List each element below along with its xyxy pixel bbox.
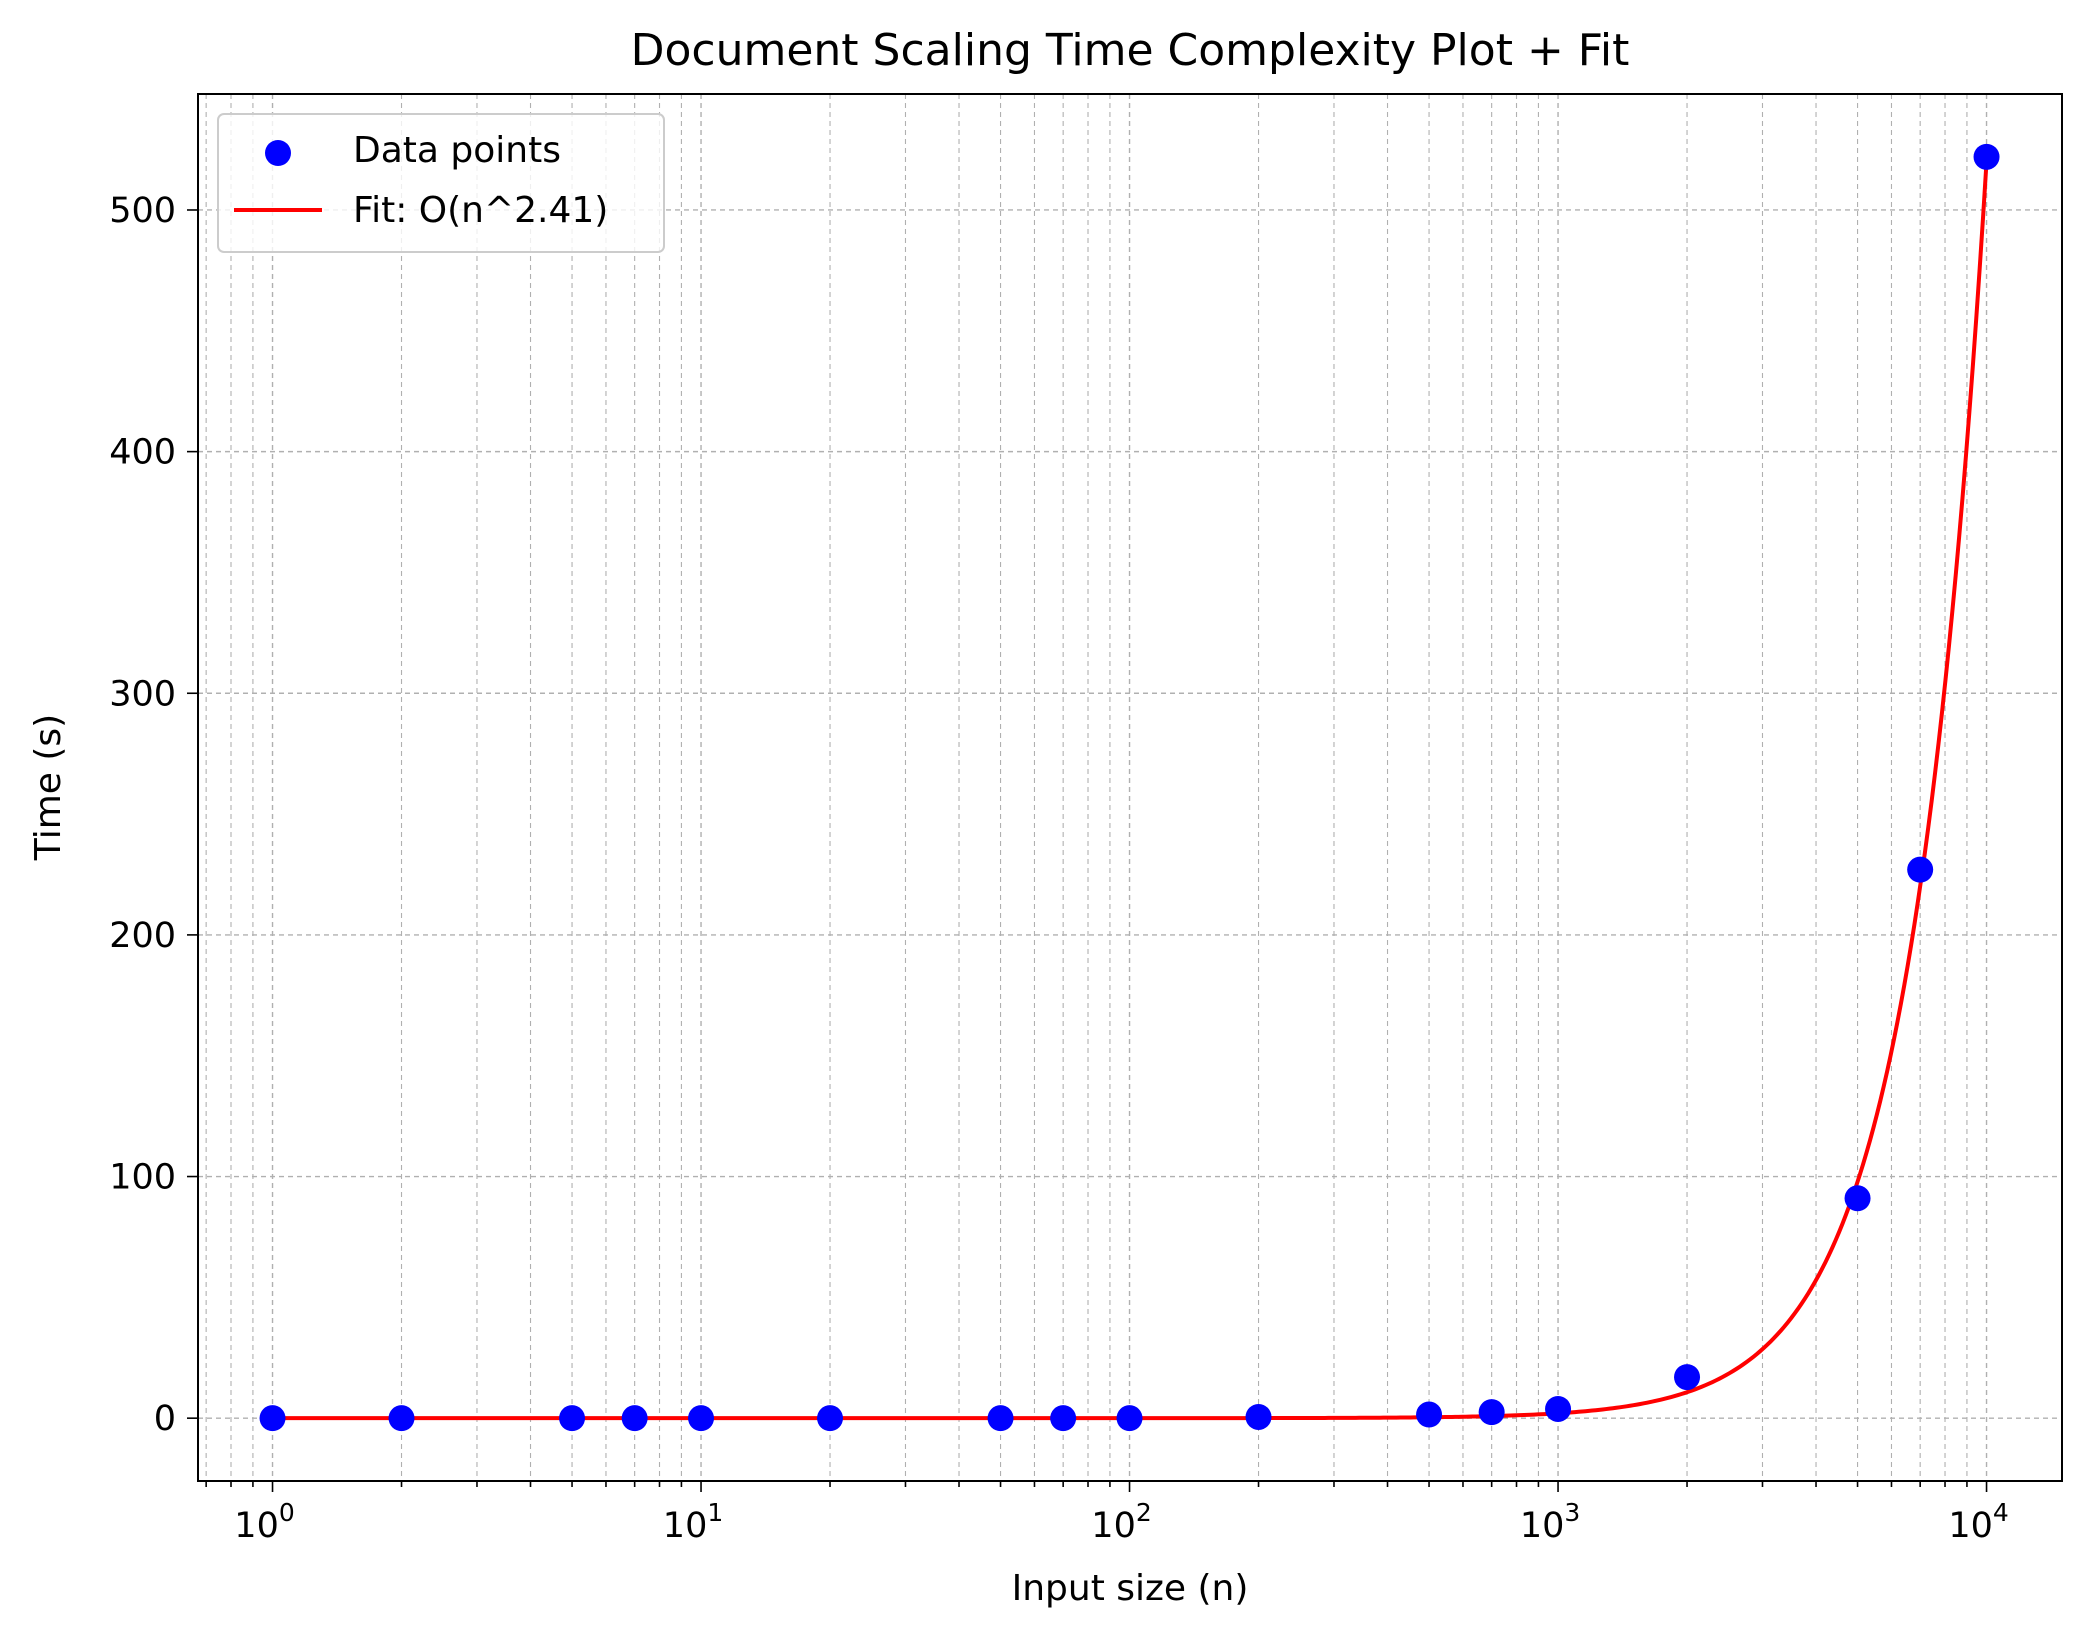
- y-tick-label: 500: [109, 191, 176, 231]
- chart-title: Document Scaling Time Complexity Plot + …: [631, 25, 1630, 76]
- grid: [198, 94, 2062, 1481]
- legend-marker-data-points: [265, 140, 291, 166]
- data-point: [1116, 1405, 1143, 1432]
- data-point: [1844, 1185, 1871, 1212]
- legend-label-fit: Fit: O(n^2.41): [353, 190, 608, 231]
- y-tick-label: 400: [109, 433, 176, 473]
- data-point: [1478, 1399, 1505, 1426]
- data-point: [388, 1405, 415, 1432]
- y-axis-label: Time (s): [28, 714, 69, 861]
- y-tick-label: 200: [109, 916, 176, 956]
- y-tick-label: 0: [154, 1399, 176, 1439]
- data-point: [817, 1405, 844, 1432]
- data-point: [1245, 1403, 1272, 1430]
- data-point: [1416, 1401, 1443, 1428]
- data-point: [259, 1405, 286, 1432]
- data-point: [1050, 1405, 1077, 1432]
- data-point: [1545, 1395, 1572, 1422]
- legend-box: [217, 113, 665, 253]
- data-point: [688, 1405, 715, 1432]
- data-point: [1674, 1364, 1701, 1391]
- data-point: [621, 1405, 648, 1432]
- legend-label-data-points: Data points: [353, 130, 561, 171]
- y-tick-label: 100: [109, 1158, 176, 1198]
- data-point: [1973, 143, 2000, 170]
- data-point: [987, 1405, 1014, 1432]
- data-points-layer: [259, 143, 2000, 1432]
- x-axis-label: Input size (n): [1012, 1568, 1249, 1609]
- y-tick-label: 300: [109, 674, 176, 714]
- legend: Data points Fit: O(n^2.41): [217, 113, 665, 253]
- data-point: [559, 1405, 586, 1432]
- data-point: [1907, 856, 1934, 883]
